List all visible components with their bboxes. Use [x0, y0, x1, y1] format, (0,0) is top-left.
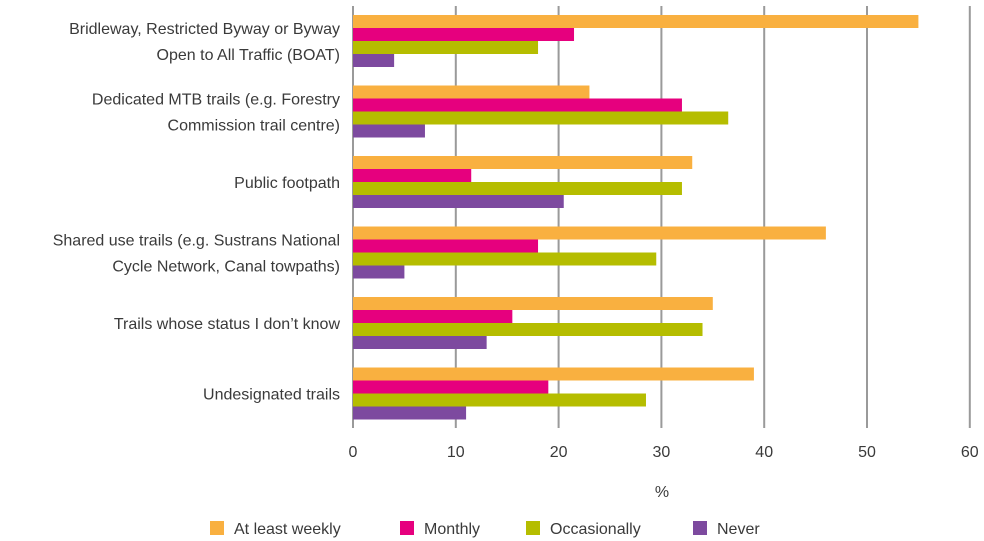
bar	[353, 195, 564, 208]
category-label: Cycle Network, Canal towpaths)	[112, 259, 340, 276]
bar	[353, 85, 590, 99]
bar	[353, 182, 682, 195]
bar	[353, 28, 575, 41]
category-label: Undesignated trails	[203, 387, 340, 404]
bar	[353, 98, 682, 112]
legend-swatch	[693, 521, 707, 535]
bar	[353, 310, 513, 323]
bar	[353, 54, 395, 67]
bar	[353, 380, 549, 394]
category-label: Dedicated MTB trails (e.g. Forestry	[92, 92, 340, 109]
x-tick-label: 40	[755, 444, 773, 461]
x-tick-label: 50	[858, 444, 876, 461]
bar	[353, 15, 919, 28]
legend-label: At least weekly	[234, 521, 341, 538]
x-tick-labels: 0 10 20 30 40 50 60	[349, 444, 979, 461]
x-tick-label: 20	[550, 444, 568, 461]
x-axis-title: %	[655, 484, 669, 501]
x-tick-label: 10	[447, 444, 465, 461]
bar	[353, 406, 467, 420]
legend-swatch	[526, 521, 540, 535]
bar	[353, 41, 539, 54]
bar	[353, 156, 693, 169]
bar	[353, 226, 826, 240]
bar	[353, 336, 487, 349]
bar	[353, 323, 703, 336]
category-label: Trails whose status I don’t know	[114, 316, 341, 333]
bar	[353, 367, 754, 381]
bar	[353, 252, 657, 266]
legend-label: Monthly	[424, 521, 480, 538]
bar	[353, 169, 472, 182]
legend-swatch	[400, 521, 414, 535]
x-tick-label: 60	[961, 444, 979, 461]
category-label: Shared use trails (e.g. Sustrans Nationa…	[53, 233, 340, 250]
category-label: Public footpath	[234, 175, 340, 192]
legend-swatch	[210, 521, 224, 535]
x-tick-label: 0	[349, 444, 358, 461]
category-label: Commission trail centre)	[168, 118, 340, 135]
bar	[353, 239, 539, 253]
bar	[353, 393, 646, 407]
legend-label: Occasionally	[550, 521, 641, 538]
bars	[353, 15, 919, 420]
category-labels: Bridleway, Restricted Byway or Byway Open…	[53, 21, 341, 404]
x-tick-label: 30	[653, 444, 671, 461]
bar	[353, 297, 713, 310]
gridlines	[352, 6, 971, 428]
bar	[353, 111, 729, 125]
legend: At least weekly Monthly Occasionally Never	[210, 521, 760, 538]
bar	[353, 265, 405, 279]
bar	[353, 124, 425, 138]
legend-label: Never	[717, 521, 760, 538]
category-label: Bridleway, Restricted Byway or Byway	[69, 21, 340, 38]
category-label: Open to All Traffic (BOAT)	[157, 47, 340, 64]
